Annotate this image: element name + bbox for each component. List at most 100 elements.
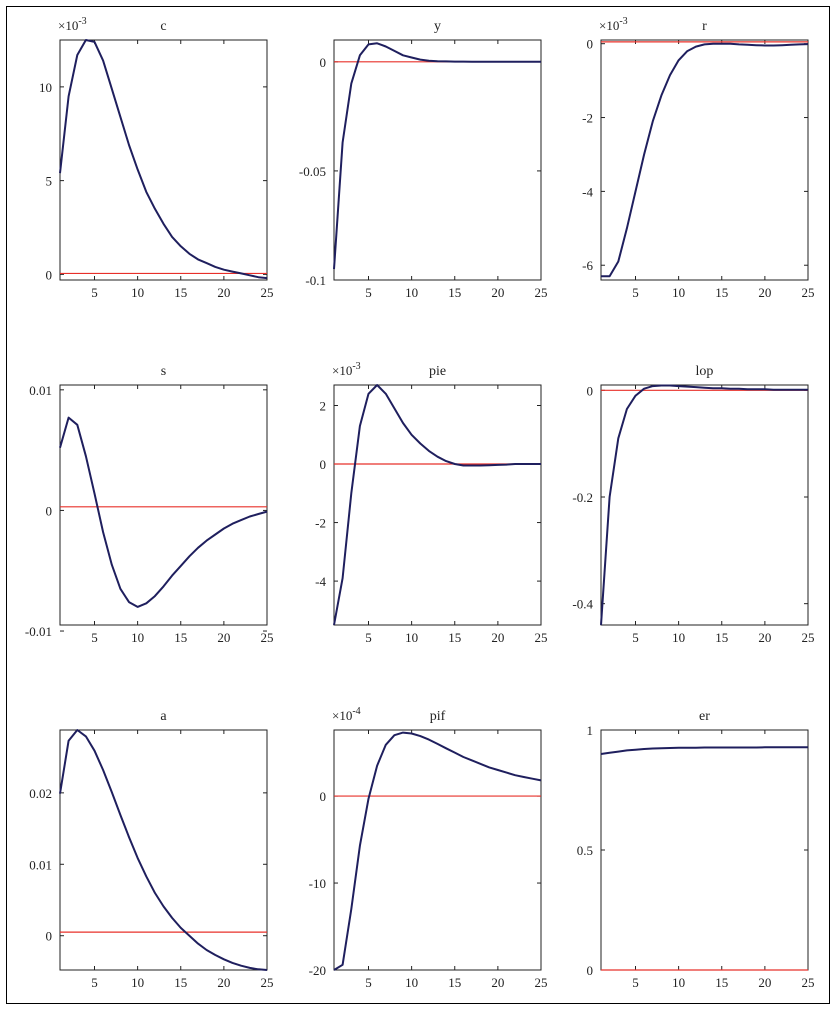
x-tick-label: 25 — [802, 975, 815, 990]
response-line — [601, 42, 809, 278]
panel-c: c ×10-3 5 10 15 20 25 0 5 10 — [39, 16, 274, 300]
response-line — [59, 39, 268, 280]
x-tick-label: 15 — [448, 975, 461, 990]
panel-title: s — [161, 364, 166, 379]
x-tick-label: 5 — [632, 630, 639, 645]
y-tick-label: 0 — [587, 37, 594, 52]
x-tick-label: 20 — [758, 285, 771, 300]
x-tick-label: 25 — [535, 630, 548, 645]
response-line — [600, 746, 808, 755]
x-tick-label: 25 — [261, 630, 274, 645]
y-tick-label: 0 — [587, 383, 594, 398]
response-line — [59, 729, 268, 971]
panel-er: er 5 10 15 20 25 0 0.5 1 — [577, 709, 815, 990]
x-tick-label: 20 — [491, 975, 504, 990]
y-tick-label: -20 — [309, 963, 326, 978]
y-tick-label: 0 — [46, 267, 53, 282]
x-tick-label: 25 — [261, 285, 274, 300]
x-tick-label: 5 — [91, 975, 98, 990]
y-tick-label: -0.4 — [572, 597, 593, 612]
plot-box — [59, 39, 268, 281]
panel-title: lop — [696, 364, 714, 379]
x-tick-label: 15 — [448, 630, 461, 645]
panel-y: y 5 10 15 20 25 -0.1 -0.05 0 — [299, 19, 548, 300]
x-tick-label: 25 — [261, 975, 274, 990]
y-tick-label: 0 — [46, 503, 53, 518]
y-tick-label: 0 — [587, 963, 594, 978]
x-tick-label: 5 — [91, 285, 98, 300]
panel-title: pie — [429, 364, 446, 379]
panel-title: er — [699, 709, 710, 724]
y-tick-label: 0 — [320, 457, 327, 472]
y-tick-label: 0.02 — [29, 786, 52, 801]
axis-exponent: ×10-4 — [332, 706, 361, 723]
y-tick-label: 0 — [320, 789, 327, 804]
x-tick-label: 15 — [174, 630, 187, 645]
y-tick-label: -0.2 — [572, 490, 593, 505]
y-tick-label: -10 — [309, 876, 326, 891]
y-tick-label: 2 — [320, 398, 327, 413]
x-tick-label: 20 — [758, 975, 771, 990]
x-tick-label: 20 — [217, 975, 230, 990]
panel-title: r — [702, 19, 707, 34]
panel-title: pif — [430, 709, 446, 724]
plot-box — [600, 729, 809, 971]
y-tick-label: 0.5 — [577, 843, 593, 858]
x-tick-label: 15 — [448, 285, 461, 300]
x-tick-label: 20 — [491, 285, 504, 300]
x-tick-label: 15 — [715, 975, 728, 990]
plot-box — [59, 729, 268, 971]
x-tick-label: 25 — [535, 975, 548, 990]
x-tick-label: 15 — [715, 630, 728, 645]
response-line — [333, 731, 542, 971]
x-tick-label: 25 — [802, 630, 815, 645]
x-tick-label: 10 — [672, 285, 685, 300]
y-tick-label: 0 — [320, 55, 327, 70]
x-tick-label: 10 — [131, 975, 144, 990]
x-tick-label: 20 — [217, 630, 230, 645]
y-tick-label: -0.05 — [299, 164, 326, 179]
y-tick-label: 0.01 — [29, 857, 52, 872]
x-tick-label: 15 — [715, 285, 728, 300]
y-tick-label: -0.01 — [25, 624, 52, 639]
panel-pie: pie ×10-3 5 10 15 20 25 -4 -2 0 2 — [315, 361, 547, 645]
panel-r: r ×10-3 5 10 15 20 25 -6 -4 -2 0 — [582, 16, 814, 300]
y-tick-label: 5 — [46, 174, 53, 189]
panel-a: a 5 10 15 20 25 0 0.01 0.02 — [29, 709, 273, 990]
panel-title: a — [160, 709, 167, 724]
response-line — [59, 416, 268, 608]
x-tick-label: 20 — [758, 630, 771, 645]
y-tick-label: -0.1 — [305, 273, 326, 288]
y-tick-label: 0.01 — [29, 383, 52, 398]
panel-title: c — [160, 19, 166, 34]
y-tick-label: -4 — [582, 184, 593, 199]
panel-s: s 5 10 15 20 25 -0.01 0 0.01 — [25, 364, 274, 645]
y-tick-label: 0 — [46, 929, 53, 944]
x-tick-label: 15 — [174, 285, 187, 300]
panel-lop: lop 5 10 15 20 25 -0.4 -0.2 0 — [572, 364, 814, 645]
plot-box — [333, 729, 542, 971]
figure-frame — [6, 6, 830, 1004]
x-tick-label: 5 — [632, 285, 639, 300]
x-tick-label: 20 — [217, 285, 230, 300]
axis-exponent: ×10-3 — [599, 16, 628, 33]
x-tick-label: 10 — [131, 285, 144, 300]
plot-box — [600, 39, 809, 281]
plot-box — [333, 384, 542, 626]
y-tick-label: -6 — [582, 258, 593, 273]
x-tick-label: 5 — [632, 975, 639, 990]
x-tick-label: 25 — [802, 285, 815, 300]
x-tick-label: 5 — [365, 975, 372, 990]
response-line — [333, 384, 541, 626]
axis-exponent: ×10-3 — [58, 16, 87, 33]
x-tick-label: 15 — [174, 975, 187, 990]
panel-pif: pif ×10-4 5 10 15 20 25 -20 -10 0 — [309, 706, 548, 990]
y-tick-label: -4 — [315, 574, 326, 589]
panel-title: y — [434, 19, 441, 34]
plot-box — [600, 384, 809, 626]
axis-exponent: ×10-3 — [332, 361, 361, 378]
y-tick-label: 1 — [587, 723, 594, 738]
x-tick-label: 5 — [91, 630, 98, 645]
x-tick-label: 5 — [365, 630, 372, 645]
